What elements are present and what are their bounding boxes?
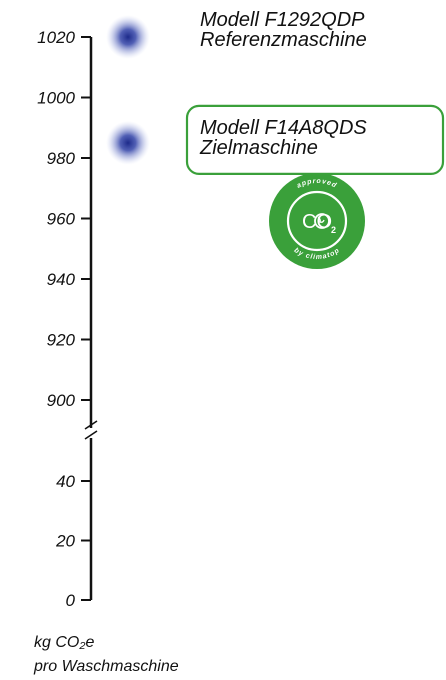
climatop-approved-co2-icon: approved by climatop CO 2 — [269, 173, 365, 269]
badge-co2-subscript: 2 — [331, 225, 336, 235]
point-label-model: Modell F1292QDP — [200, 9, 365, 31]
point-label-role: Zielmaschine — [199, 137, 318, 159]
badge-text-top: approved — [296, 178, 338, 190]
point-label-role: Referenzmaschine — [200, 29, 367, 51]
data-points — [106, 15, 150, 165]
y-axis-ticks: 1020 1000 980 960 940 920 900 40 20 0 — [37, 28, 91, 610]
unit-label-line1: kg CO₂e — [34, 634, 94, 651]
y-tick-label: 920 — [47, 331, 76, 350]
y-tick-label: 1020 — [37, 28, 75, 47]
y-tick-label: 0 — [66, 591, 76, 610]
unit-label-line2: pro Waschmaschine — [33, 658, 179, 675]
y-tick-label: 980 — [47, 149, 76, 168]
y-tick-label: 1000 — [37, 89, 75, 108]
data-point — [106, 15, 150, 59]
y-tick-label: 40 — [56, 472, 75, 491]
y-tick-label: 960 — [47, 210, 76, 229]
point-label-model: Modell F14A8QDS — [200, 117, 367, 139]
axis-break — [84, 420, 98, 440]
y-tick-label: 20 — [55, 532, 75, 551]
data-point — [106, 120, 150, 165]
y-tick-label: 940 — [47, 270, 76, 289]
badge-co2-text: CO — [302, 211, 332, 233]
y-tick-label: 900 — [47, 391, 76, 410]
